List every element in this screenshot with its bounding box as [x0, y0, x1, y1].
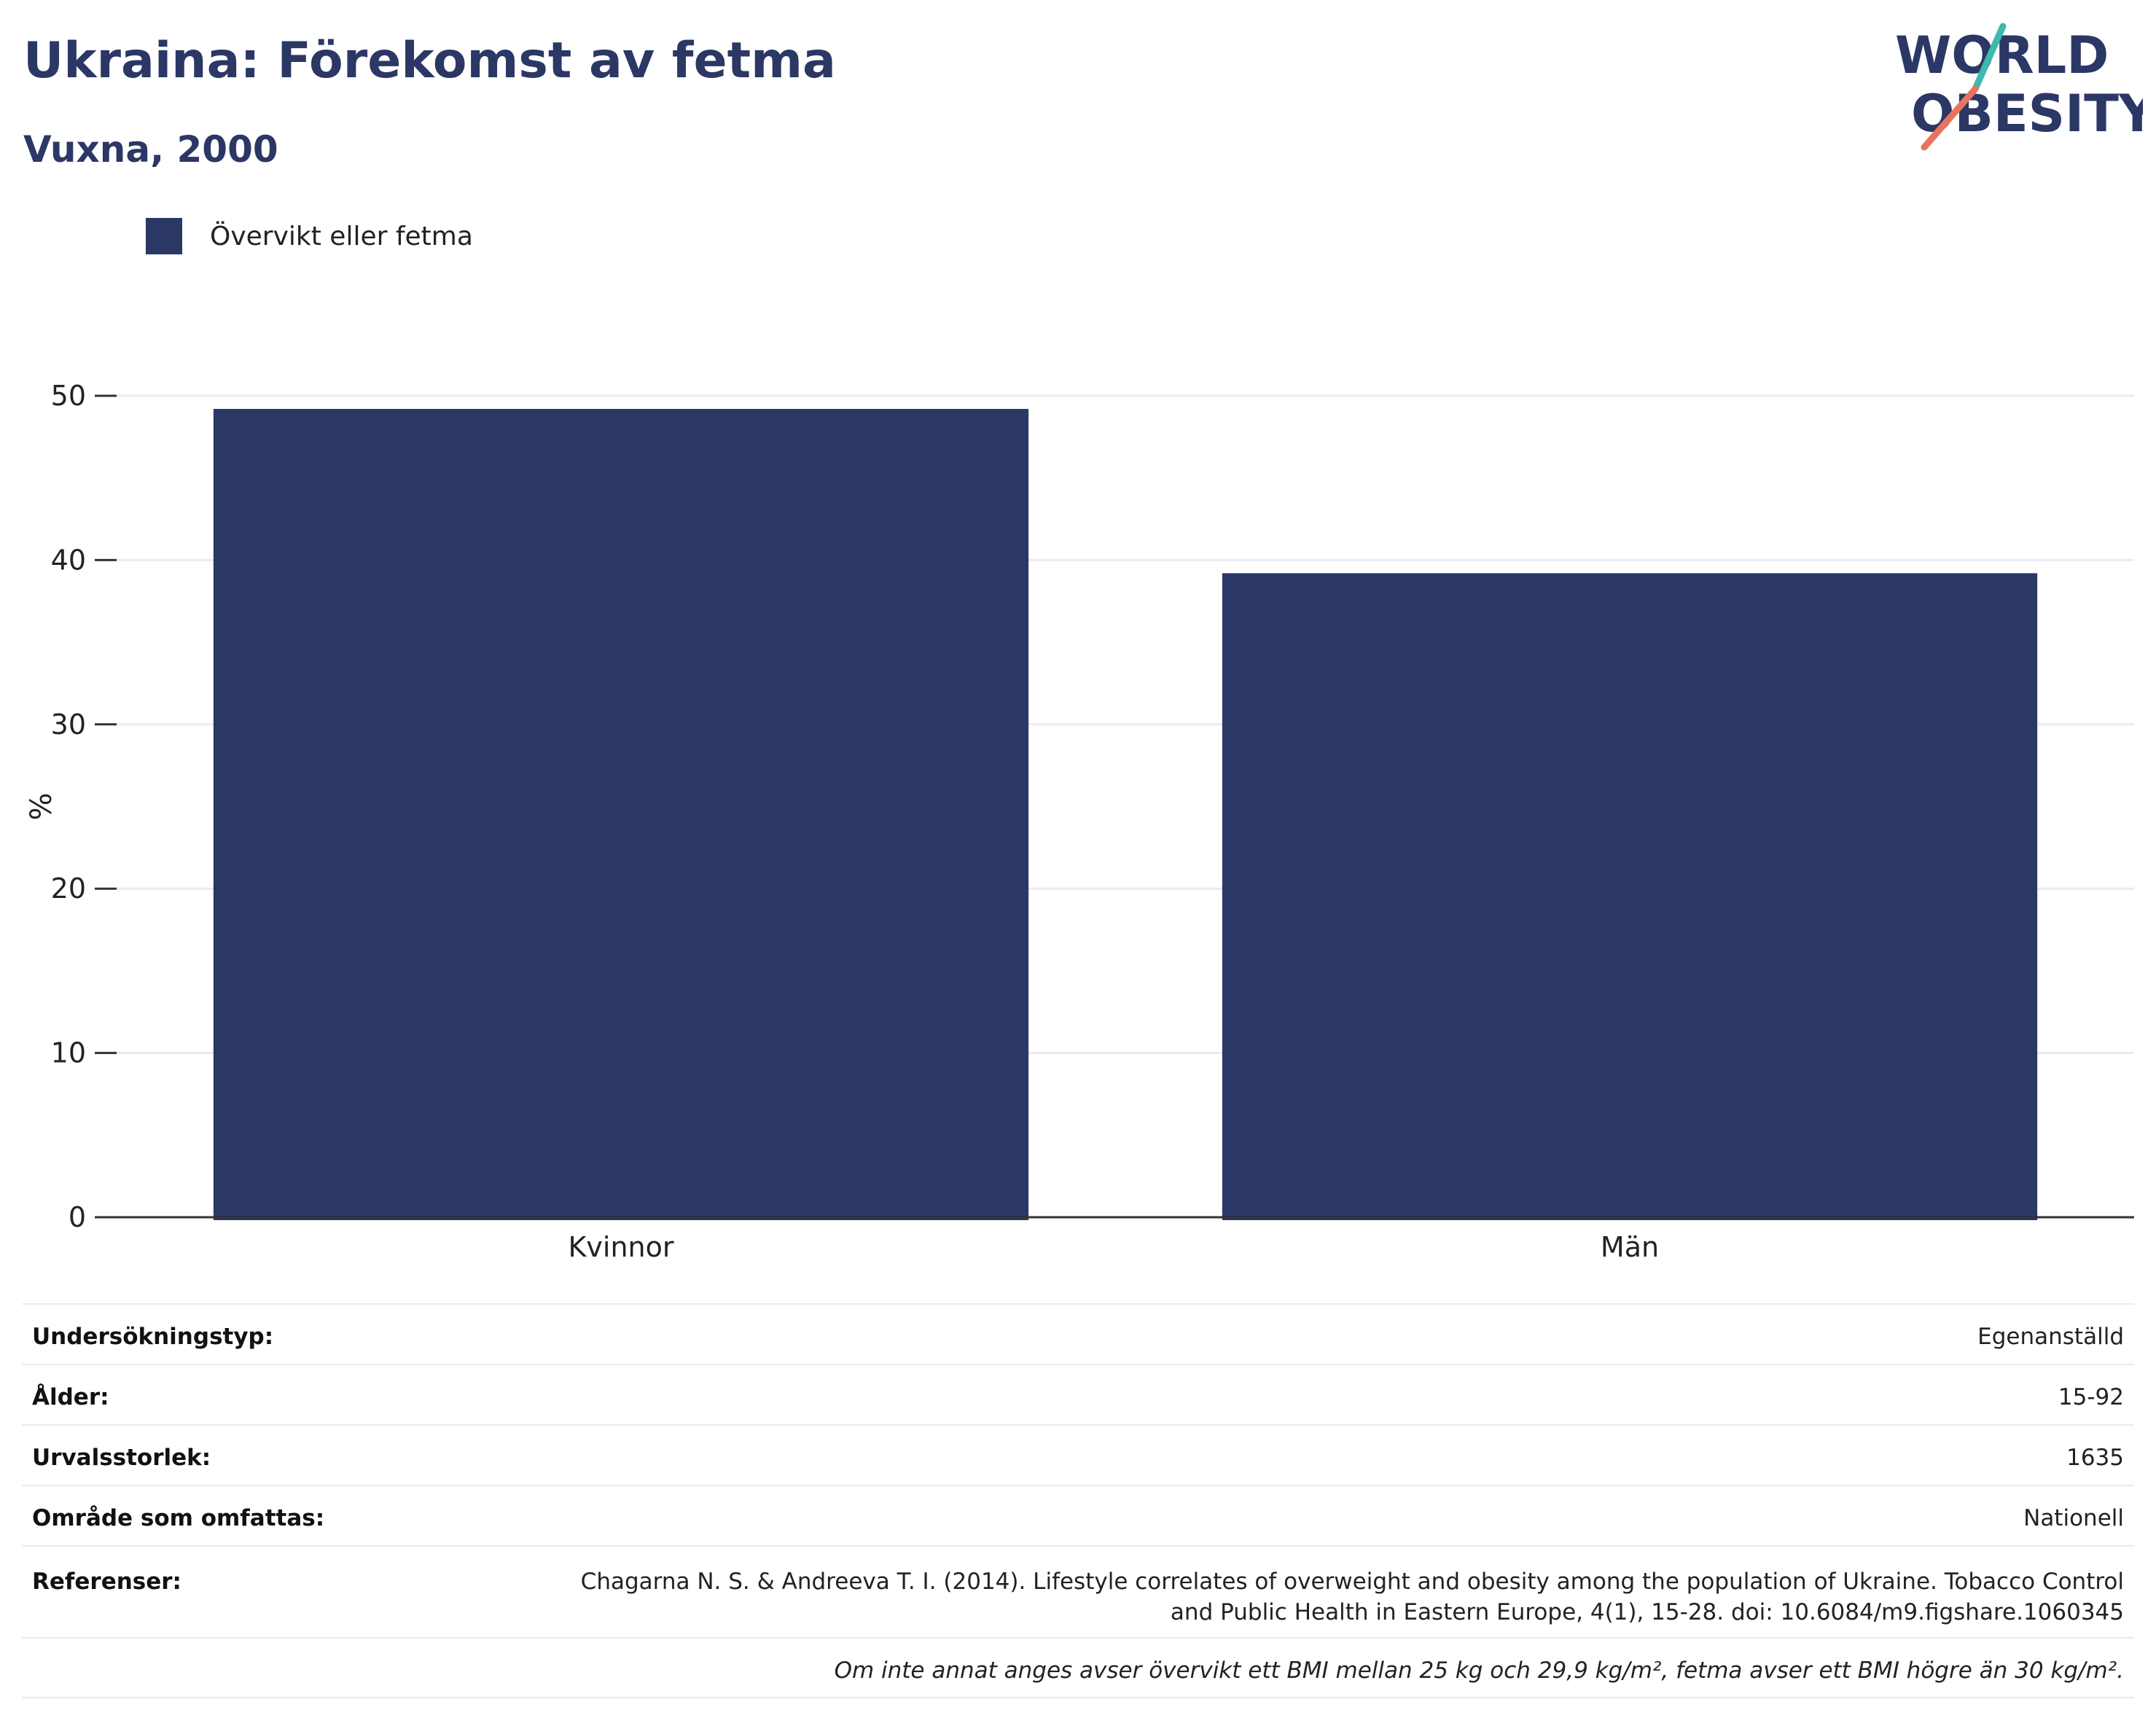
chart-title: Ukraina: Förekomst av fetma	[23, 32, 836, 90]
y-tick-label: 20	[51, 872, 86, 905]
x-tick-label: Kvinnor	[568, 1231, 673, 1261]
y-tick-label: 30	[51, 708, 86, 741]
details-value: 1635	[374, 1424, 2134, 1485]
details-key: Område som omfattas:	[22, 1485, 375, 1546]
y-axis-title: %	[25, 792, 58, 820]
details-row: Område som omfattas: Nationell	[22, 1485, 2134, 1546]
details-key: Undersökningstyp:	[22, 1303, 375, 1364]
legend-label: Övervikt eller fetma	[210, 221, 473, 251]
references-line-1: Chagarna N. S. & Andreeva T. I. (2014). …	[580, 1569, 2124, 1595]
logo-line-2: OBESITY	[1911, 84, 2143, 144]
details-value: 15-92	[374, 1364, 2134, 1425]
bar-chart: 0 10 20 30 40 50 Kvinnor Män %	[25, 380, 2134, 1261]
survey-details-table: Undersökningstyp: Egenanställd Ålder: 15…	[22, 1303, 2134, 1698]
details-value: Nationell	[374, 1485, 2134, 1546]
details-value: Egenanställd	[374, 1303, 2134, 1364]
bar-män	[1222, 573, 2038, 1220]
y-tick-label: 50	[51, 380, 86, 412]
details-row: Undersökningstyp: Egenanställd	[22, 1303, 2134, 1364]
x-tick-label: Män	[1601, 1231, 1659, 1261]
chart-legend: Övervikt eller fetma	[146, 216, 473, 257]
definition-note: Om inte annat anges avser övervikt ett B…	[22, 1637, 2134, 1698]
details-row: Urvalsstorlek: 1635	[22, 1424, 2134, 1485]
details-key: Urvalsstorlek:	[22, 1424, 375, 1485]
y-axis-ticks: 0 10 20 30 40 50	[51, 380, 117, 1233]
legend-swatch	[146, 218, 182, 254]
logo-slash-bottom	[1921, 85, 1979, 151]
y-tick-label: 10	[51, 1037, 86, 1069]
bars	[213, 409, 2038, 1220]
x-axis-ticks: Kvinnor Män	[568, 1231, 1659, 1261]
chart-subtitle: Vuxna, 2000	[23, 128, 278, 171]
details-row: Ålder: 15-92	[22, 1364, 2134, 1425]
definition-note-row: Om inte annat anges avser övervikt ett B…	[22, 1637, 2134, 1698]
references-value: Chagarna N. S. & Andreeva T. I. (2014). …	[374, 1545, 2134, 1638]
y-tick-label: 40	[51, 544, 86, 576]
details-key: Ålder:	[22, 1364, 375, 1425]
references-key: Referenser:	[22, 1545, 375, 1638]
world-obesity-logo: WORLD OBESITY	[1895, 23, 2143, 151]
y-tick-label: 0	[69, 1201, 86, 1233]
bar-kvinnor	[213, 409, 1029, 1220]
logo-slash-top	[1972, 23, 2007, 93]
references-row: Referenser: Chagarna N. S. & Andreeva T.…	[22, 1545, 2134, 1638]
references-line-2: and Public Health in Eastern Europe, 4(1…	[1170, 1598, 2124, 1625]
